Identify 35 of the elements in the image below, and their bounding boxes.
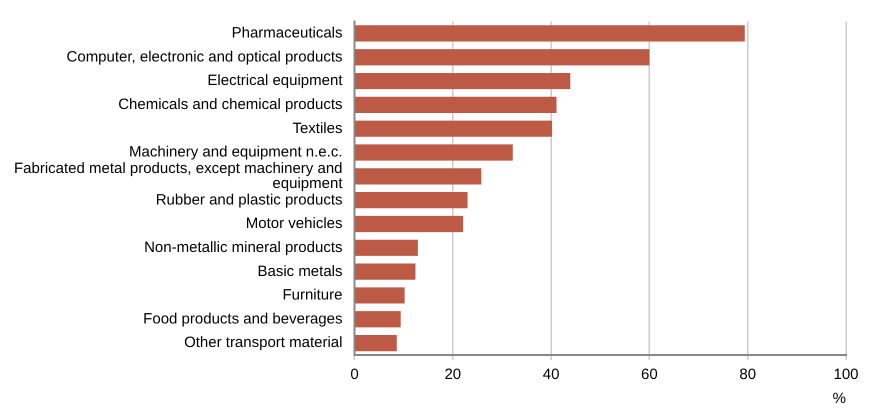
y-tick-label: Food products and beverages — [143, 310, 342, 328]
bar — [355, 168, 482, 184]
y-tick-label: Non-metallic mineral products — [144, 238, 342, 256]
y-tick-label: Textiles — [292, 120, 342, 137]
y-tick-label: Rubber and plastic products — [156, 191, 342, 208]
y-tick-label: Chemicals and chemical products — [118, 96, 342, 114]
y-tick-label: Other transport material — [184, 334, 342, 352]
x-tick-label: 100 — [833, 366, 859, 384]
y-tick-label: Machinery and equipment n.e.c. — [129, 144, 342, 161]
x-tick-label: 40 — [542, 366, 560, 384]
y-tick-label: Motor vehicles — [246, 215, 342, 232]
bar — [355, 120, 552, 137]
bar — [355, 49, 650, 66]
bar — [355, 144, 513, 161]
bar — [355, 192, 468, 208]
bar — [355, 311, 401, 328]
bar — [355, 334, 397, 352]
bar — [355, 264, 416, 280]
x-tick-label: 80 — [739, 366, 756, 384]
x-tick-label: 20 — [444, 366, 462, 384]
y-tick-label: Fabricated metal products, except machinery and equipment — [14, 160, 344, 192]
y-tick-label: Pharmaceuticals — [232, 24, 342, 42]
bar — [355, 25, 745, 42]
y-tick-label: Computer, electronic and optical products — [66, 48, 342, 66]
bar — [355, 240, 418, 256]
x-tick-label: 0 — [350, 366, 359, 384]
bar — [355, 96, 557, 113]
y-tick-label: Electrical equipment — [207, 72, 344, 90]
bar — [355, 72, 570, 90]
y-tick-label: Basic metals — [257, 262, 342, 280]
bar — [355, 216, 464, 232]
bar — [355, 287, 405, 304]
x-axis-title: % — [832, 390, 846, 408]
y-tick-label: Furniture — [282, 286, 342, 304]
x-tick-label: 60 — [641, 366, 658, 384]
